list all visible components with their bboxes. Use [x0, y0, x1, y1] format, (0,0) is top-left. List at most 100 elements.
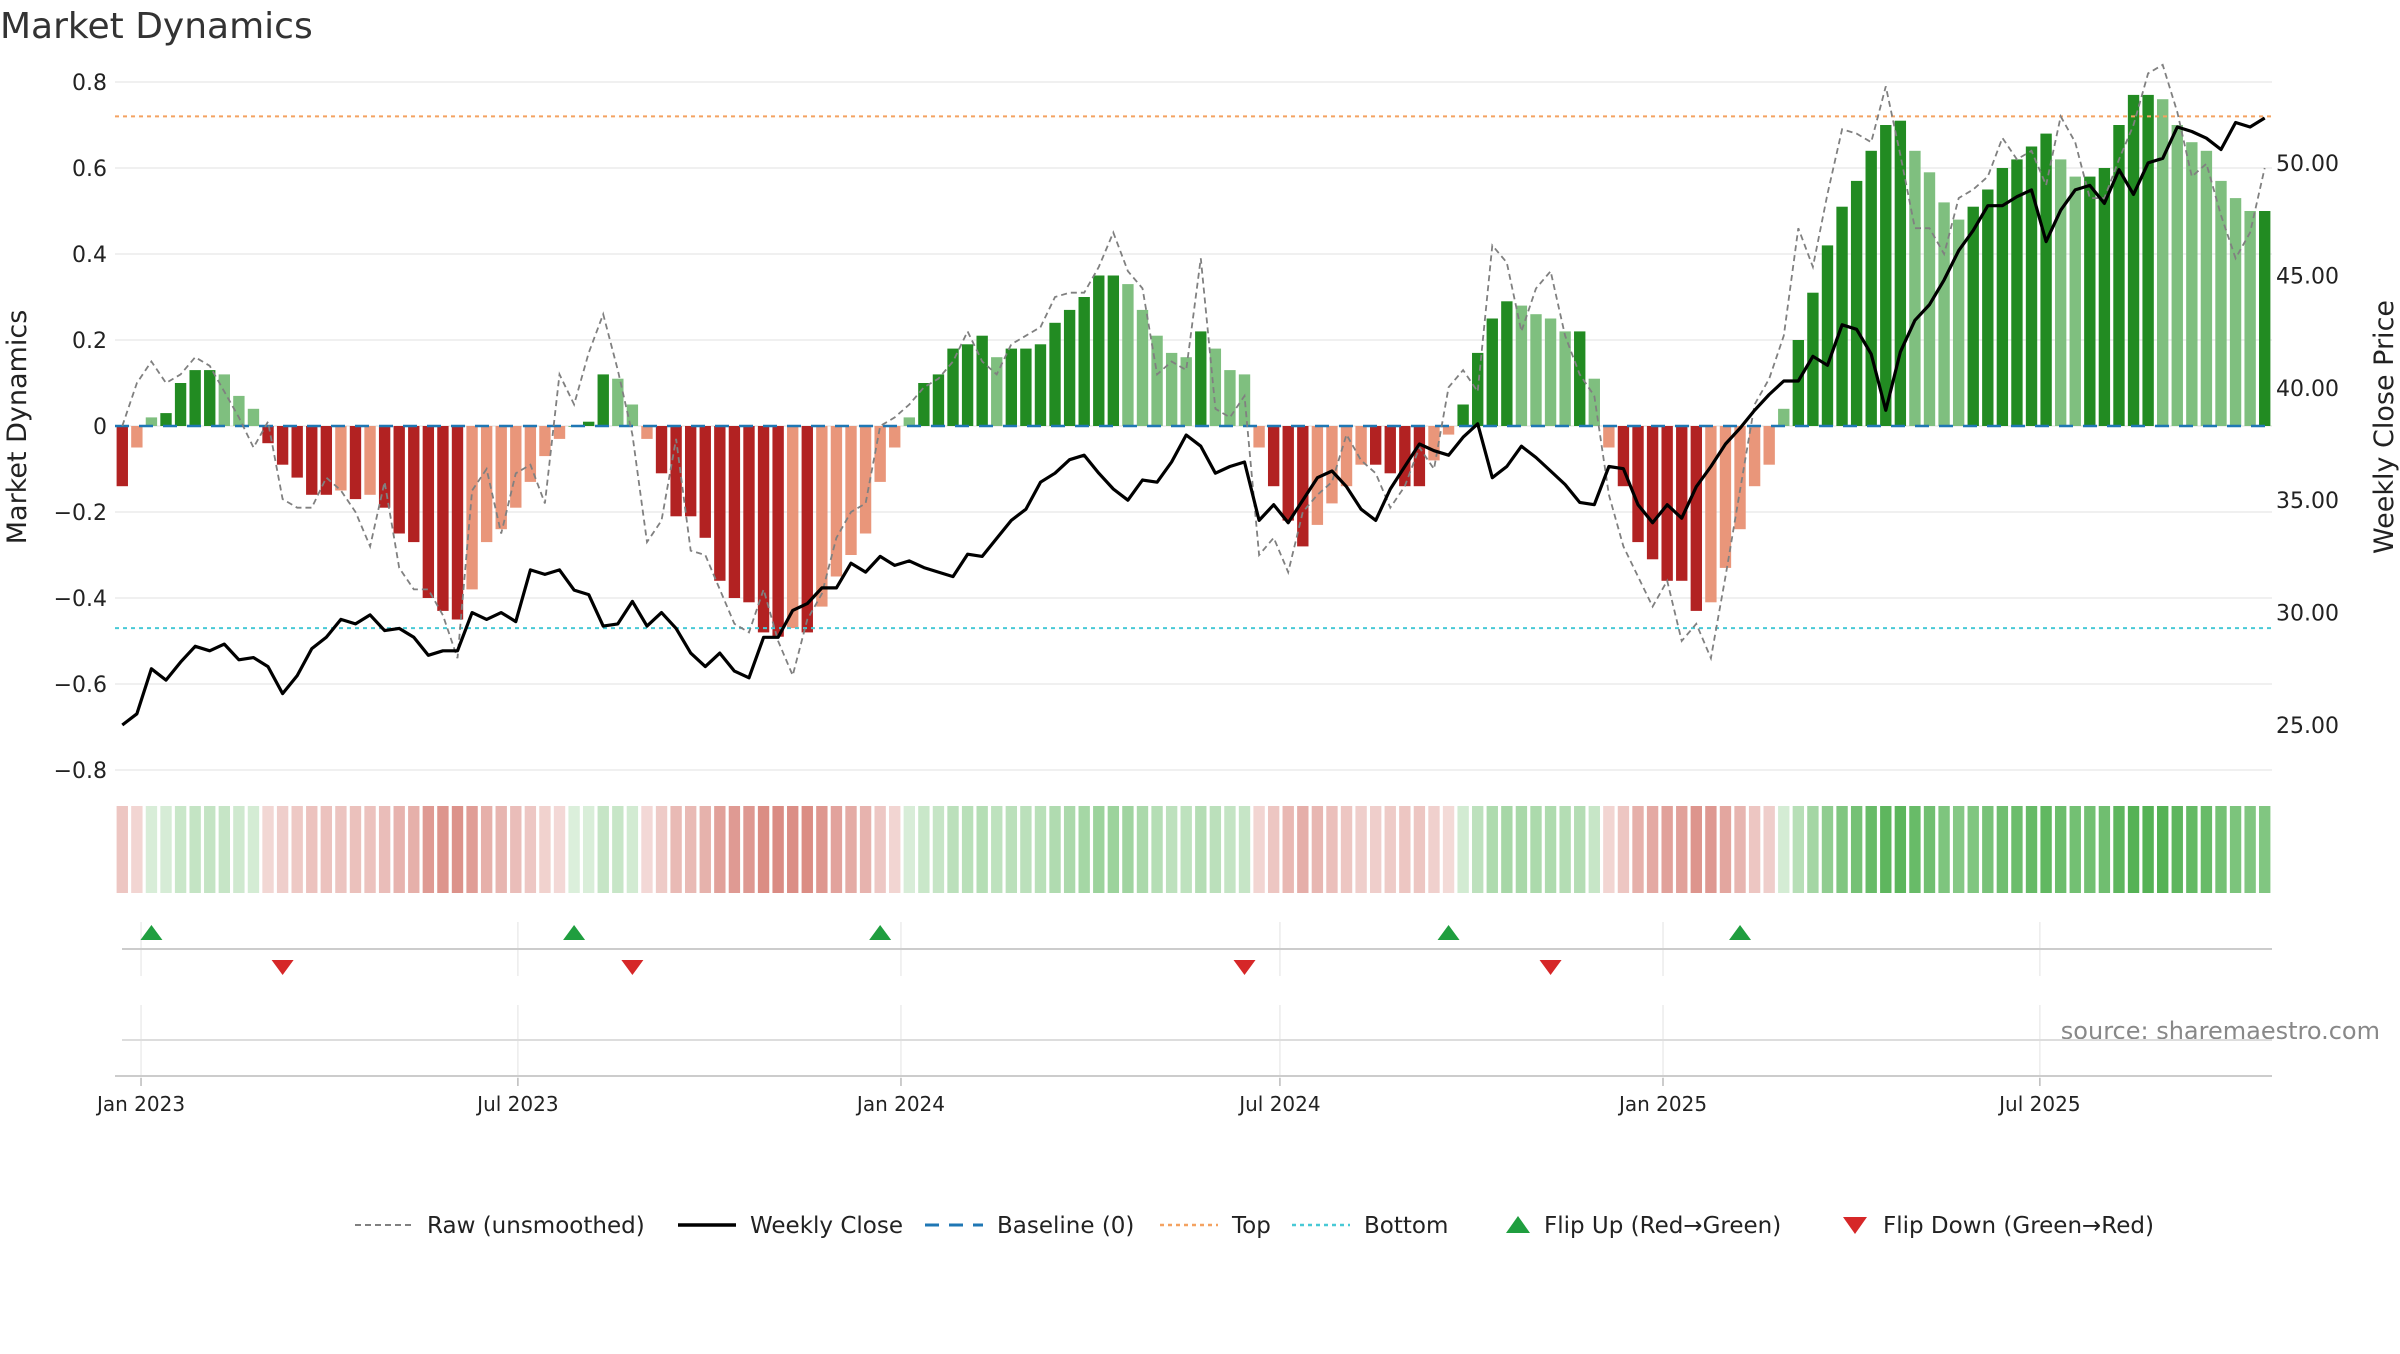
dynamics-bar	[1311, 426, 1324, 525]
dynamics-bar	[976, 335, 988, 426]
heat-cell	[247, 806, 260, 893]
dynamics-bar	[145, 417, 158, 426]
dynamics-bar	[1865, 150, 1877, 427]
heat-cell	[1311, 806, 1324, 893]
heat-cell	[2171, 806, 2183, 893]
heat-cell	[1617, 806, 1630, 893]
dynamics-bar	[2040, 133, 2052, 426]
heat-cell	[2157, 806, 2169, 893]
flip-up-marker	[140, 925, 163, 940]
dynamics-bar	[466, 426, 478, 590]
legend-item: Raw (unsmoothed)	[355, 1213, 645, 1239]
heat-cell	[2084, 806, 2096, 893]
dynamics-bar	[393, 426, 405, 534]
heat-cell	[1297, 806, 1309, 893]
heat-cell	[553, 806, 566, 893]
dynamics-bar	[961, 344, 974, 426]
dynamics-bar	[932, 374, 945, 426]
y-tick-label-left: 0.4	[72, 243, 107, 268]
heat-cell	[1748, 806, 1761, 893]
heat-cell	[874, 806, 886, 893]
dynamics-bar	[1151, 335, 1163, 426]
heat-cell	[1646, 806, 1659, 893]
dynamics-bar	[116, 426, 128, 487]
heat-cell	[262, 806, 274, 893]
heat-cell	[961, 806, 974, 893]
heat-cell	[1661, 806, 1673, 893]
heat-cell	[451, 806, 464, 893]
dynamics-bar	[889, 426, 901, 448]
raw-unsmoothed-line	[121, 63, 2266, 679]
heat-cell	[1880, 806, 1892, 893]
weekly-close-line	[121, 116, 2266, 727]
heat-cell	[2142, 806, 2154, 893]
flip-down-marker	[271, 960, 294, 975]
heat-cell	[1938, 806, 1950, 893]
heat-cell	[1093, 806, 1105, 893]
dynamics-bar	[1209, 348, 1222, 426]
dynamics-bar	[1297, 426, 1309, 547]
heat-cell	[1588, 806, 1600, 893]
heat-cell	[1034, 806, 1047, 893]
y-tick-label-right: 35.00	[2276, 489, 2339, 514]
heat-cell	[612, 806, 624, 893]
dynamics-bar	[160, 413, 172, 426]
heat-cell	[1821, 806, 1834, 893]
heat-cell	[1923, 806, 1936, 893]
heat-cell	[1355, 806, 1367, 893]
heat-cell	[597, 806, 609, 893]
flip-up-marker	[1729, 925, 1752, 940]
heat-cell	[1136, 806, 1149, 893]
heat-cell	[189, 806, 201, 893]
dynamics-bar	[218, 374, 230, 426]
y-tick-label-left: 0.8	[72, 71, 107, 96]
heat-cell	[1005, 806, 1018, 893]
legend-item: Flip Down (Green→Red)	[1843, 1213, 2154, 1239]
heat-cell	[1676, 806, 1688, 893]
y-tick-label-right: 25.00	[2276, 714, 2339, 739]
dynamics-bar	[349, 426, 362, 500]
heat-cell	[859, 806, 872, 893]
y-tick-label-left: 0	[93, 415, 107, 440]
flip-down-marker	[621, 960, 644, 975]
heat-cell	[685, 806, 697, 893]
heat-cell	[524, 806, 537, 893]
dynamics-bar	[1982, 189, 1994, 426]
legend: Raw (unsmoothed) Weekly Close Baseline (0)…	[355, 1213, 2154, 1239]
legend-label: Weekly Close	[750, 1213, 903, 1239]
dynamics-bar	[1880, 125, 1892, 426]
dynamics-bar	[2084, 176, 2096, 426]
heat-cell	[1151, 806, 1163, 893]
dynamics-bar	[335, 426, 347, 491]
legend-label: Baseline (0)	[997, 1213, 1134, 1239]
dynamics-bar	[408, 426, 420, 543]
flip-down-marker	[1233, 960, 1256, 975]
dynamics-bar	[524, 426, 537, 482]
heat-cell	[335, 806, 347, 893]
legend-item: Top	[1160, 1213, 1271, 1239]
dynamics-bar	[2098, 168, 2111, 426]
dynamics-bar	[1253, 426, 1265, 448]
heat-cell	[1165, 806, 1178, 893]
dynamics-bar	[131, 426, 143, 448]
heat-cell	[1515, 806, 1528, 893]
dynamics-bar	[539, 426, 551, 457]
dynamics-bar	[2113, 125, 2125, 426]
heat-cell	[728, 806, 741, 893]
heat-cell	[204, 806, 216, 893]
heat-cell	[1967, 806, 1979, 893]
dynamics-bar	[2069, 176, 2081, 426]
dynamics-bar	[1442, 426, 1455, 435]
heat-cell	[1632, 806, 1644, 893]
dynamics-bar	[1005, 348, 1018, 426]
dynamics-bar	[306, 426, 318, 495]
x-tick-label: Jul 2024	[1237, 1092, 1320, 1116]
heat-cell	[495, 806, 507, 893]
heat-cell	[2113, 806, 2125, 893]
heat-cell	[1836, 806, 1848, 893]
dynamics-bar	[2215, 180, 2227, 426]
y-tick-label-right: 50.00	[2276, 152, 2339, 177]
heat-cell	[1180, 806, 1192, 893]
y-tick-label-right: 45.00	[2276, 264, 2339, 289]
heat-cell	[422, 806, 435, 893]
